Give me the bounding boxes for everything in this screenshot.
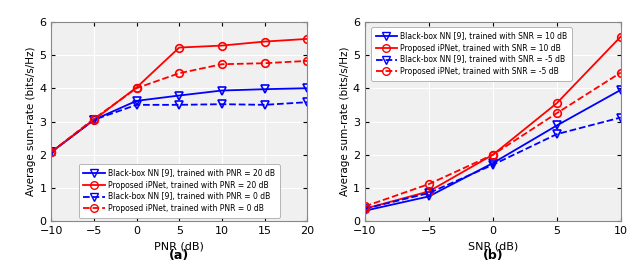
Y-axis label: Average sum-rate (bits/s/Hz): Average sum-rate (bits/s/Hz) [26, 47, 36, 196]
Text: (a): (a) [169, 249, 189, 262]
Y-axis label: Average sum-rate (bits/s/Hz): Average sum-rate (bits/s/Hz) [340, 47, 350, 196]
X-axis label: PNR (dB): PNR (dB) [154, 242, 204, 252]
Text: (b): (b) [483, 249, 503, 262]
Legend: Black-box NN [9], trained with SNR = 10 dB, Proposed iPNet, trained with SNR = 1: Black-box NN [9], trained with SNR = 10 … [371, 28, 572, 81]
Legend: Black-box NN [9], trained with PNR = 20 dB, Proposed iPNet, trained with PNR = 2: Black-box NN [9], trained with PNR = 20 … [79, 164, 280, 218]
X-axis label: SNR (dB): SNR (dB) [468, 242, 518, 252]
